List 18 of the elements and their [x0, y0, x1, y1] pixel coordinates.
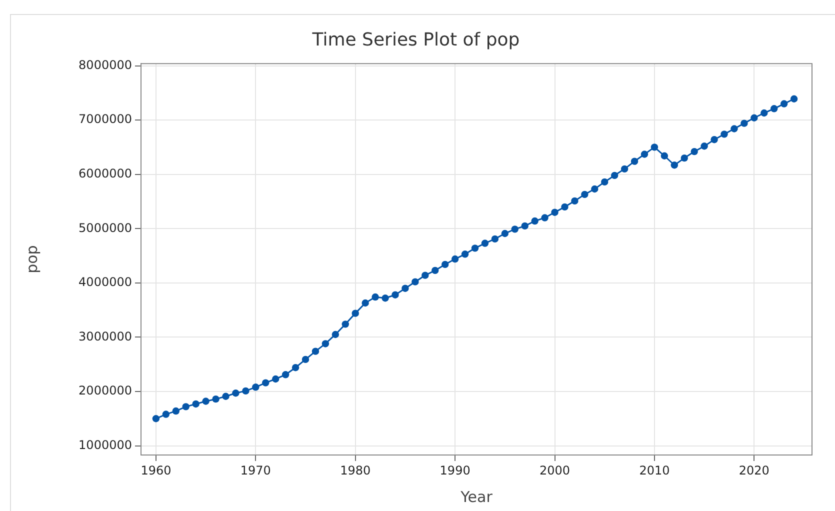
- x-tick-label: 1980: [340, 463, 371, 478]
- y-tick-label: 7000000: [78, 112, 132, 126]
- y-tick-label: 1000000: [78, 438, 132, 452]
- x-tick-label: 2010: [639, 463, 670, 478]
- x-tick-label: 1970: [240, 463, 271, 478]
- y-tick-label: 4000000: [78, 275, 132, 290]
- x-tick-label: 2000: [539, 463, 570, 478]
- y-axis-title: pop: [22, 245, 41, 274]
- chart-title: Time Series Plot of pop: [311, 29, 520, 50]
- y-tick-label: 5000000: [78, 220, 132, 235]
- y-tick-label: 6000000: [78, 166, 132, 180]
- x-axis-title: Year: [460, 488, 494, 506]
- y-tick-label: 2000000: [78, 384, 132, 398]
- y-tick-label: 3000000: [78, 329, 132, 344]
- x-tick-label: 1990: [440, 463, 470, 478]
- x-tick-label: 2020: [738, 463, 770, 478]
- y-tick-label: 8000000: [78, 58, 132, 72]
- x-tick-label: 1960: [140, 463, 172, 478]
